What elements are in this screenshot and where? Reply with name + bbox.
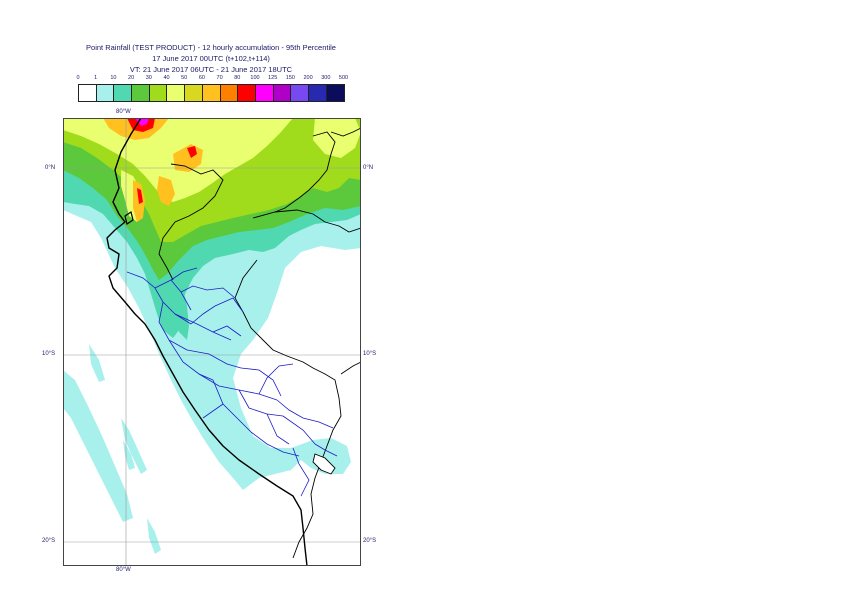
gulf-island [124,211,134,225]
legend-swatch [291,85,309,101]
border-colombia-brazil [274,131,336,213]
rain-core-red-3 [137,188,143,204]
legend-swatch [238,85,256,101]
legend-threshold-label: 70 [216,75,223,81]
legend-threshold-label: 80 [234,75,241,81]
legend-threshold-label: 300 [321,75,331,81]
legend-threshold-label: 20 [128,75,135,81]
legend-threshold-label: 10 [110,75,117,81]
legend-threshold-label: 100 [250,75,260,81]
valid-time-subtitle: VT: 21 June 2017 06UTC - 21 June 2017 18… [129,65,293,74]
legend-swatch [167,85,186,101]
rain-core-red-2 [187,146,197,158]
border-bolivia [340,361,361,375]
legend-swatch [255,85,274,101]
region-boundaries [126,267,338,497]
rain-streak-offshore-5 [89,344,105,382]
legend-swatch [149,85,168,101]
lon-label-bottom: 80°W [116,567,131,573]
rain-streak-offshore-1 [63,370,133,522]
chart-title: Point Rainfall (TEST PRODUCT) - 12 hourl… [86,43,336,52]
run-time-subtitle: 17 June 2017 00UTC (t+102,t+114) [152,54,270,63]
legend-threshold-label: 125 [268,75,278,81]
color-legend [78,84,346,102]
legend-swatch [308,85,327,101]
legend-swatch [132,85,150,101]
rain-field-teal-2 [175,280,189,340]
legend-threshold-label: 200 [303,75,313,81]
lat-label-eq-right: 0°N [363,165,374,171]
legend-threshold-label: 50 [181,75,188,81]
lake-titicaca [312,453,336,475]
legend-swatch [273,85,292,101]
legend-swatch [202,85,221,101]
legend-swatch [96,85,115,101]
rain-streak-offshore-3 [147,518,161,554]
lat-label-10s-right: 10°S [363,351,377,357]
legend-threshold-label: 500 [338,75,349,81]
lon-label-top: 80°W [116,109,131,115]
rain-core-magenta [135,118,149,126]
border-brazil-east [330,127,361,137]
rain-blob-yellow-1 [313,118,361,158]
border-colombia-ecuador-peru [158,163,224,281]
border-peru-east [234,259,342,559]
legend-threshold-label: 60 [198,75,205,81]
rainfall-map [63,118,361,566]
rain-blob-orange-3 [157,176,175,206]
legend-threshold-label: 30 [145,75,152,81]
legend-swatch [185,85,203,101]
legend-swatch [326,85,345,101]
legend-threshold-label: 40 [163,75,170,81]
lat-label-20s-right: 20°S [363,538,377,544]
border-peru-brazil [252,209,361,233]
lat-label-eq-left: 0°N [45,165,56,171]
legend-threshold-label: 150 [285,75,295,81]
coastline [106,118,308,566]
lat-label-20s-left: 20°S [42,538,56,544]
legend-threshold-label: 1 [94,75,98,81]
legend-swatch [114,85,133,101]
legend-labels: 0 1 10 20 30 40 50 60 70 80 100 125 150 200 300 500 [0,75,842,85]
legend-swatch [79,85,97,101]
legend-swatch [220,85,239,101]
legend-threshold-label: 0 [76,75,80,81]
rain-streak-offshore-2 [121,418,147,474]
lat-label-10s-left: 10°S [42,351,56,357]
